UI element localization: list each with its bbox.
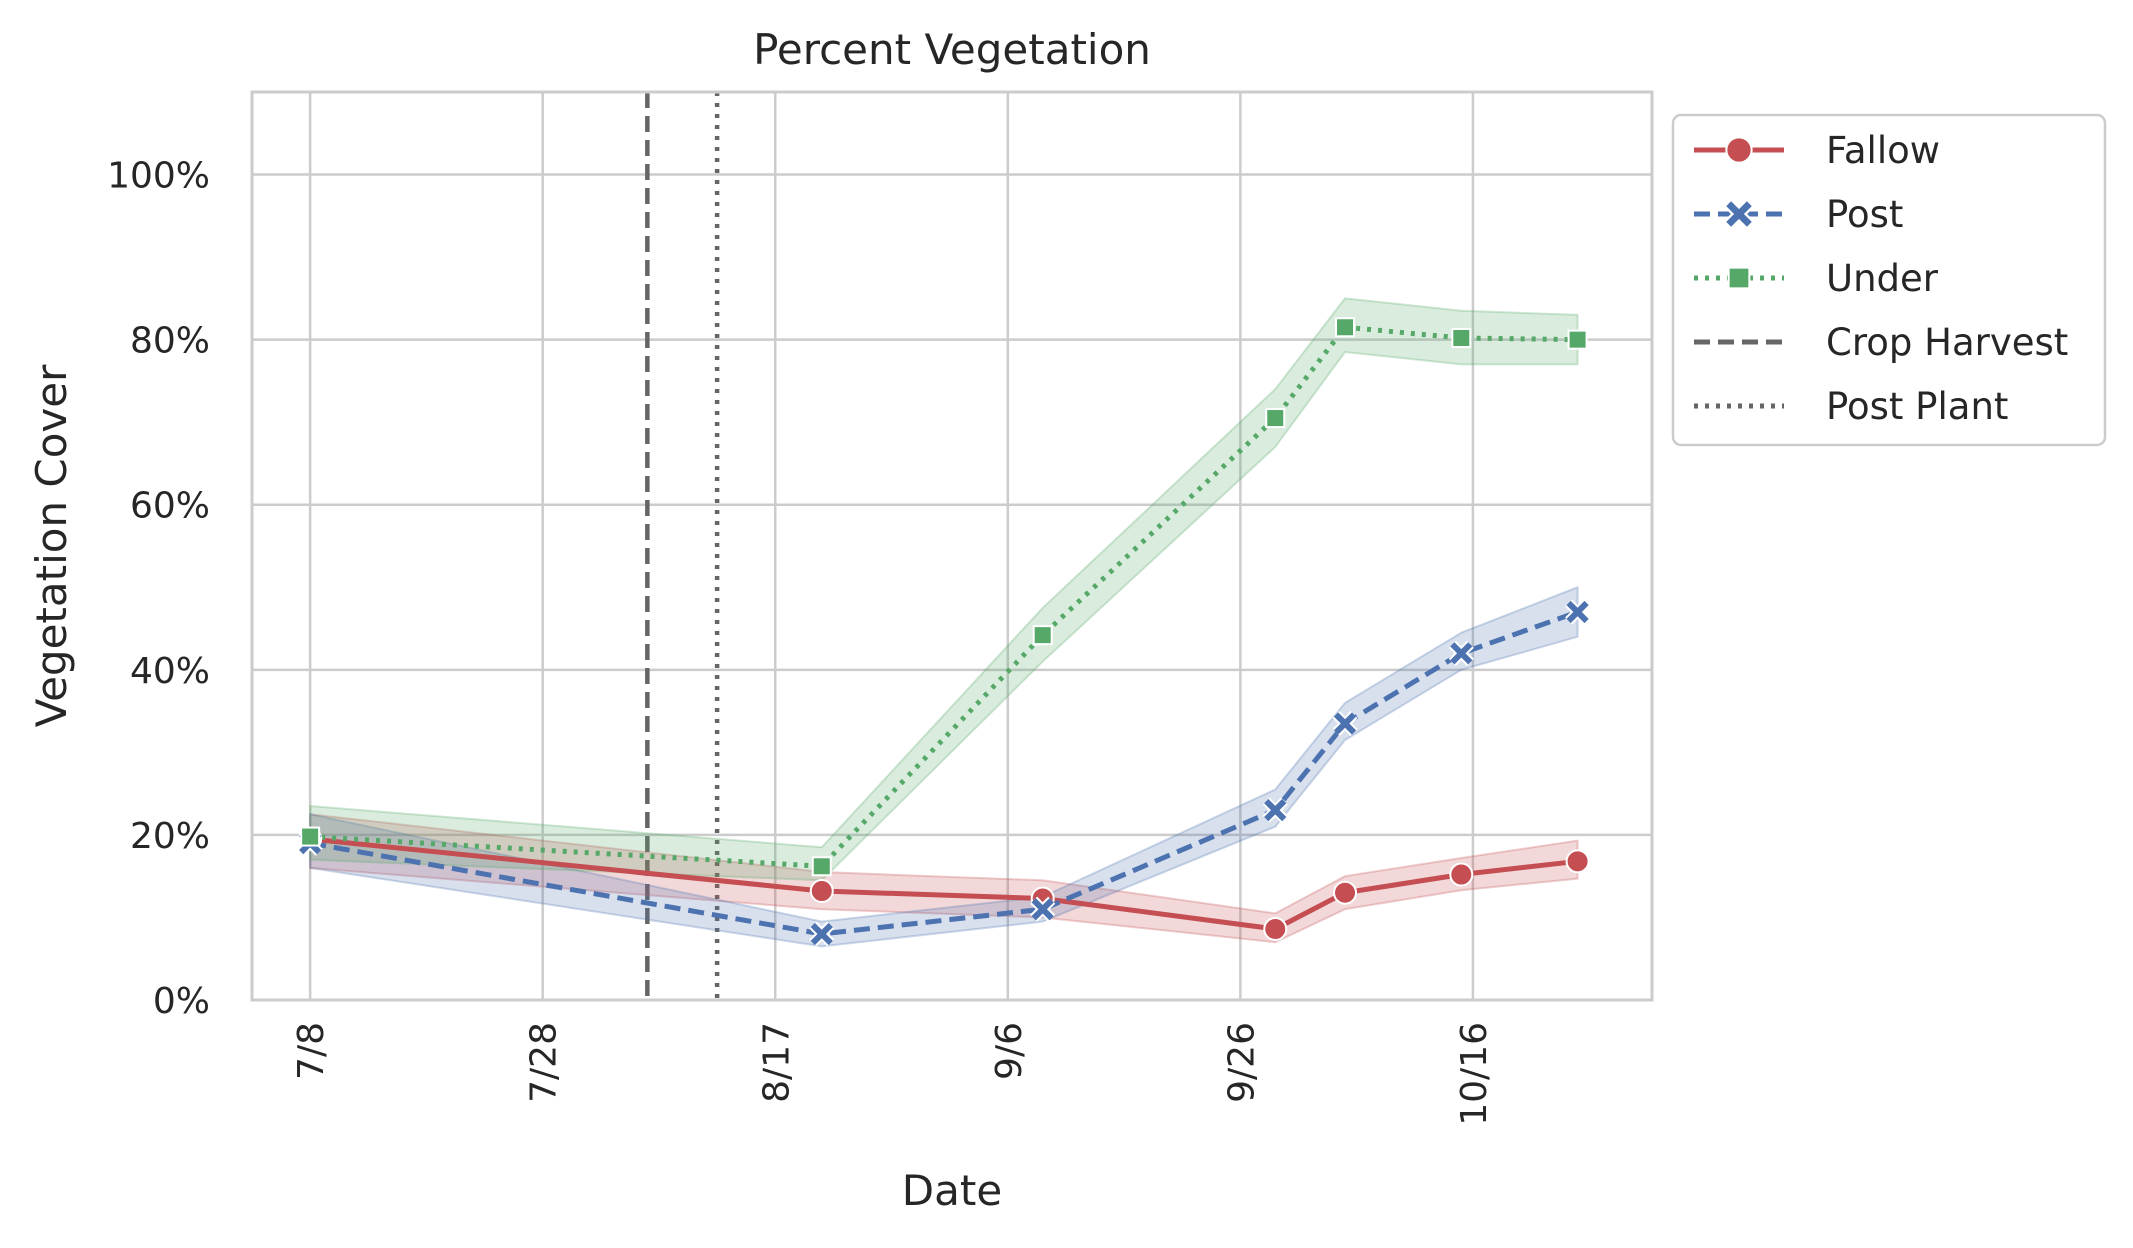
- confidence-bands: [309, 297, 1579, 948]
- marker-x-stroke: [810, 922, 833, 946]
- x-tick-labels: 7/8 7/28 8/17 9/6 9/26 10/16: [291, 1022, 1495, 1126]
- point-fallow: [809, 879, 834, 904]
- y-tick-label: 0%: [153, 981, 210, 1022]
- point-under: [300, 826, 321, 847]
- plot-frame: [250, 90, 1654, 1002]
- point-under: [1567, 329, 1588, 350]
- band-fallow: [309, 813, 1579, 944]
- legend-marker-fallow: [1725, 136, 1753, 164]
- point-fallow: [1565, 849, 1590, 874]
- point-post: [1448, 640, 1474, 666]
- x-tick-label: 10/16: [1454, 1022, 1495, 1126]
- marker-x-stroke: [1566, 600, 1589, 624]
- marker-x-stroke: [1726, 201, 1752, 227]
- marker-x-stroke: [1264, 799, 1287, 822]
- y-tick-label: 80%: [130, 321, 210, 362]
- point-under: [1265, 408, 1286, 429]
- y-tick-label: 60%: [130, 486, 210, 527]
- legend-label-under: Under: [1826, 257, 1939, 300]
- x-tick-label: 9/6: [989, 1022, 1030, 1080]
- y-tick-label: 20%: [130, 816, 210, 857]
- x-tick-label: 7/28: [524, 1022, 565, 1103]
- legend-marker-post: [1724, 199, 1754, 229]
- legend-label-post-plant: Post Plant: [1826, 385, 2008, 428]
- marker-x-stroke: [1450, 642, 1473, 665]
- point-under: [1335, 317, 1356, 338]
- marker-x-stroke: [1333, 712, 1357, 735]
- point-fallow: [1263, 917, 1288, 942]
- legend-label-post: Post: [1826, 193, 1903, 236]
- legend-box: [1671, 113, 2107, 447]
- point-post: [1030, 896, 1056, 922]
- point-post: [1332, 710, 1358, 737]
- x-tick-label: 7/8: [291, 1022, 332, 1080]
- point-fallow: [1449, 862, 1474, 887]
- legend-marker-under: [1727, 266, 1751, 290]
- point-post: [809, 921, 835, 947]
- point-fallow: [1333, 880, 1358, 905]
- legend-label-fallow: Fallow: [1826, 129, 1940, 172]
- point-under: [1032, 625, 1053, 646]
- marker-x-stroke: [1031, 898, 1054, 921]
- series-markers: [297, 317, 1591, 947]
- x-axis-label: Date: [902, 1166, 1002, 1215]
- point-under: [811, 856, 832, 877]
- y-axis-label: Vegetation Cover: [27, 364, 76, 728]
- x-tick-label: 9/26: [1221, 1022, 1262, 1103]
- x-tick-label: 8/17: [756, 1022, 797, 1103]
- y-tick-labels: 0% 20% 40% 60% 80% 100%: [107, 156, 210, 1022]
- legend-label-crop-harvest: Crop Harvest: [1826, 321, 2068, 364]
- point-under: [1451, 327, 1472, 348]
- y-tick-label: 40%: [130, 651, 210, 692]
- chart-title: Percent Vegetation: [753, 25, 1151, 74]
- y-tick-label: 100%: [107, 156, 210, 197]
- band-under: [309, 297, 1579, 882]
- band-post: [309, 585, 1579, 948]
- line-under: [309, 324, 1578, 869]
- legend: Fallow Post Under Crop Harvest Post Plant: [1671, 113, 2107, 447]
- point-post: [1565, 599, 1591, 625]
- point-post: [1262, 797, 1288, 823]
- reference-lines: [645, 92, 720, 1000]
